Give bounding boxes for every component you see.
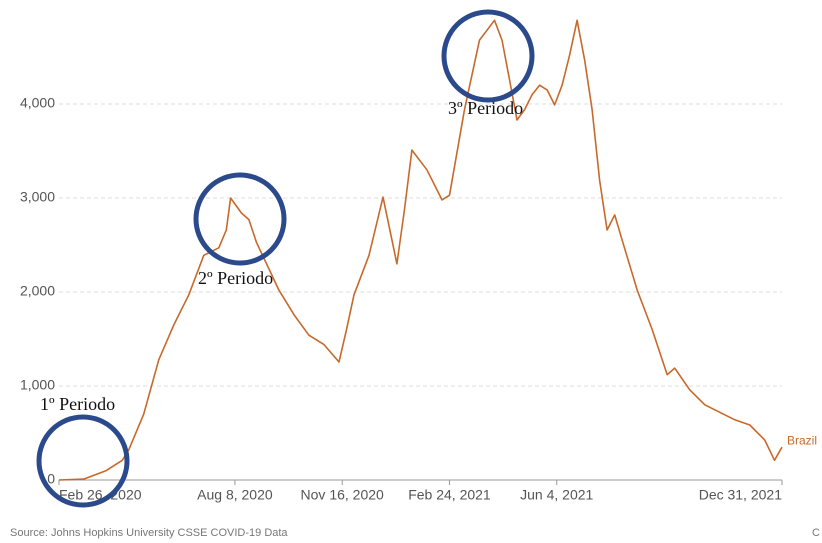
x-tick-label: Aug 8, 2020 [197,487,273,503]
x-tick-label: Feb 26, 2020 [59,487,142,503]
series-label: Brazil [787,433,817,447]
x-tick-label: Jun 4, 2021 [520,487,593,503]
annotation: 2º Periodo [198,268,273,288]
x-tick-label: Dec 31, 2021 [699,487,782,503]
annotation: 3º Periodo [448,98,523,118]
y-tick-label: 1,000 [20,377,55,393]
credit: C [812,527,820,539]
highlight-circle [193,172,287,266]
highlight-circle [441,9,535,103]
y-tick-label: 3,000 [20,189,55,205]
x-tick-label: Nov 16, 2020 [301,487,384,503]
annotation: 1º Periodo [40,394,115,414]
y-tick-label: 2,000 [20,283,55,299]
x-tick-label: Feb 24, 2021 [408,487,491,503]
line [58,19,783,481]
y-tick-label: 0 [47,471,55,487]
source: Source: Johns Hopkins University CSSE CO… [10,527,288,539]
y-tick-label: 4,000 [20,95,55,111]
highlight-circle [36,414,130,508]
